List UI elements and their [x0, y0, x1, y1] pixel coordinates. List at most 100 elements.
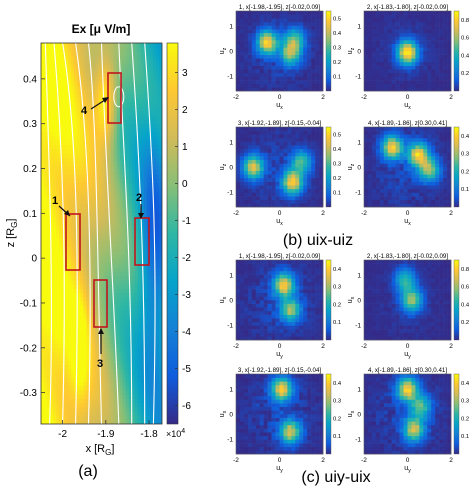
main-heatmap-cell	[149, 216, 154, 222]
main-heatmap-cell	[83, 178, 87, 184]
main-heatmap-cell	[80, 271, 84, 277]
small-heatmap-cell	[391, 65, 396, 70]
main-heatmap-cell	[101, 123, 105, 129]
main-heatmap-cell	[131, 267, 136, 272]
main-heatmap-cell	[92, 394, 96, 399]
small-heatmap-cell	[279, 134, 284, 139]
main-heatmap-cell	[44, 263, 48, 268]
small-heatmap-cell	[447, 43, 452, 48]
main-heatmap-cell	[41, 288, 45, 294]
main-heatmap-cell	[83, 258, 87, 264]
main-heatmap-cell	[131, 229, 136, 234]
small-heatmap-cell	[251, 192, 257, 197]
main-heatmap-cell	[56, 55, 60, 61]
small-heatmap-cell	[383, 83, 389, 88]
small-heatmap-cell	[279, 51, 284, 55]
small-heatmap-cell	[419, 47, 424, 52]
main-heatmap-cell	[110, 254, 114, 260]
small-heatmap-cell	[287, 196, 292, 201]
small-heatmap-cell	[367, 61, 373, 66]
small-axes-frame	[235, 10, 324, 92]
main-heatmap-cell	[71, 385, 75, 391]
main-heatmap-cell	[80, 305, 84, 311]
main-heatmap-cell	[110, 59, 114, 65]
main-heatmap-cell	[119, 165, 124, 171]
main-heatmap-cell	[83, 89, 87, 95]
main-heatmap-cell	[80, 136, 84, 141]
region-box-4: 4	[81, 72, 122, 124]
main-heatmap-cell	[140, 288, 145, 294]
small-heatmap-cell	[307, 61, 312, 66]
main-heatmap-cell	[89, 140, 93, 145]
main-heatmap-cell	[119, 364, 124, 370]
main-heatmap-cell	[68, 335, 72, 340]
small-heatmap-cell	[295, 21, 300, 26]
main-heatmap-cell	[89, 110, 93, 116]
main-heatmap-cell	[50, 208, 54, 213]
main-heatmap-cell	[122, 220, 127, 226]
small-heatmap-cell	[283, 170, 288, 175]
main-heatmap-cell	[119, 212, 124, 217]
main-heatmap-cell	[89, 237, 93, 243]
main-heatmap-cell	[74, 68, 78, 74]
main-heatmap-cell	[71, 186, 75, 192]
main-heatmap-cell	[44, 381, 48, 387]
main-heatmap-cell	[95, 271, 99, 277]
main-heatmap-cell	[89, 98, 93, 103]
main-heatmap-cell	[146, 377, 151, 383]
main-heatmap-cell	[56, 250, 60, 256]
main-heatmap-cell	[92, 178, 96, 184]
main-heatmap-cell	[143, 419, 148, 424]
small-heatmap-cell	[391, 80, 396, 85]
small-heatmap-cell	[443, 83, 448, 88]
main-heatmap-cell	[116, 284, 121, 289]
small-heatmap-cell	[283, 36, 288, 41]
main-heatmap-cell	[134, 267, 139, 272]
main-heatmap-cell	[104, 233, 108, 239]
main-heatmap-cell	[65, 233, 69, 239]
main-heatmap-cell	[116, 233, 121, 239]
main-heatmap-cell	[83, 72, 87, 78]
main-heatmap-cell	[116, 51, 121, 57]
main-heatmap-cell	[104, 140, 108, 145]
main-heatmap-cell	[143, 241, 148, 247]
small-heatmap-cell	[291, 65, 296, 70]
small-heatmap-cell	[279, 167, 284, 171]
main-heatmap-cell	[140, 360, 145, 366]
main-heatmap-cell	[113, 322, 118, 328]
main-heatmap-cell	[98, 81, 102, 86]
main-heatmap-cell	[122, 258, 127, 264]
main-heatmap-cell	[68, 110, 72, 116]
small-heatmap-cell	[255, 134, 261, 139]
main-heatmap-cell	[152, 59, 157, 65]
small-heatmap-cell	[295, 32, 300, 37]
main-heatmap-cell	[158, 208, 162, 213]
small-heatmap-cell	[364, 29, 369, 34]
small-heatmap-cell	[279, 174, 284, 179]
main-heatmap-cell	[56, 212, 60, 217]
main-heatmap-cell	[134, 136, 139, 141]
main-heatmap-cell	[71, 394, 75, 399]
small-heatmap-cell	[371, 76, 377, 81]
main-heatmap-cell	[128, 127, 133, 133]
main-heatmap-cell	[140, 411, 145, 416]
main-heatmap-cell	[116, 263, 121, 268]
small-heatmap-cell	[299, 47, 304, 52]
small-heatmap-cell	[319, 43, 324, 48]
main-heatmap-cell	[92, 89, 96, 95]
main-heatmap-cell	[65, 170, 69, 175]
main-heatmap-cell	[137, 360, 142, 366]
main-heatmap-cell	[98, 233, 102, 239]
main-heatmap-cell	[71, 352, 75, 357]
main-heatmap-cell	[104, 339, 108, 344]
main-heatmap-cell	[41, 165, 45, 171]
main-heatmap-cell	[95, 284, 99, 289]
main-heatmap-cell	[86, 250, 90, 256]
main-heatmap-cell	[65, 106, 69, 112]
main-heatmap-cell	[110, 85, 114, 90]
main-heatmap-cell	[74, 76, 78, 82]
main-heatmap-cell	[59, 394, 63, 399]
main-heatmap-cell	[134, 339, 139, 344]
small-heatmap-cell	[427, 65, 432, 70]
main-heatmap-cell	[125, 292, 130, 298]
